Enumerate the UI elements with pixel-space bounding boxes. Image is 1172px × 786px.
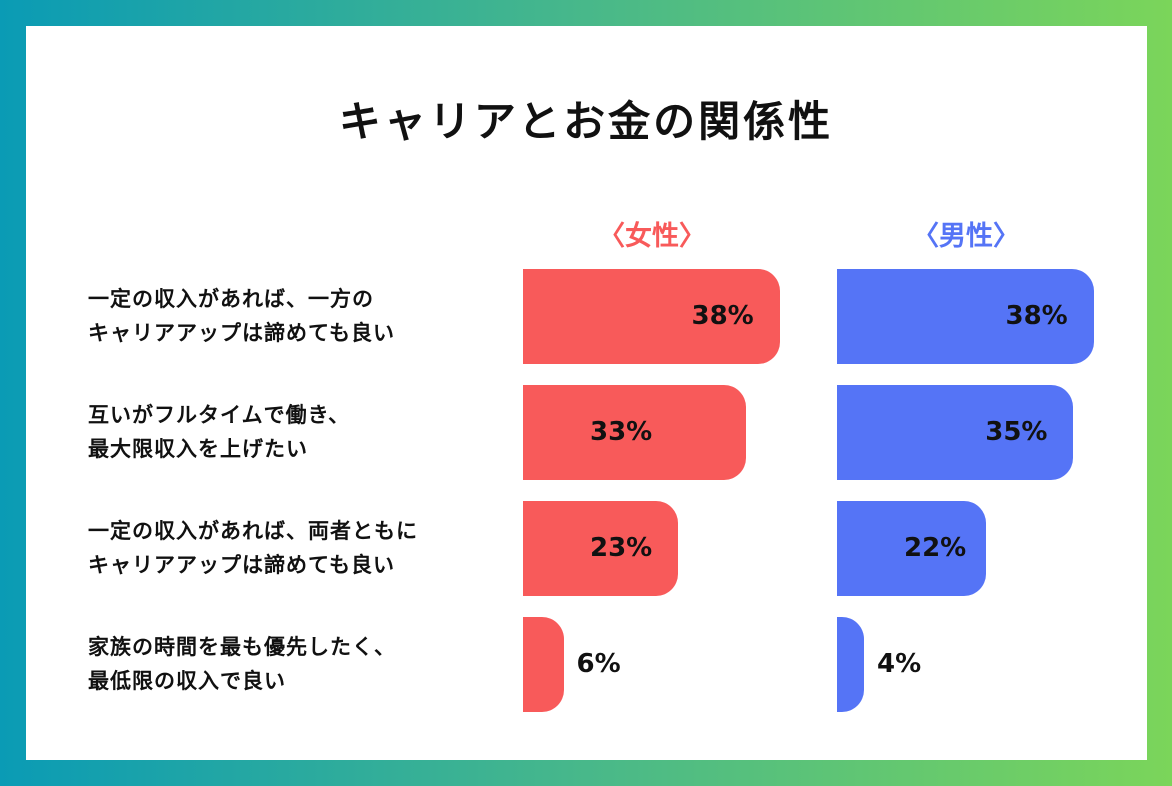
value-label: 35% — [985, 417, 1048, 447]
bar — [837, 269, 1094, 364]
bar — [523, 501, 679, 596]
bar — [837, 501, 986, 596]
value-label: 23% — [590, 533, 653, 563]
value-label: 33% — [590, 417, 653, 447]
value-label: 6% — [576, 649, 621, 679]
value-label: 22% — [904, 533, 967, 563]
chart-title: キャリアとお金の関係性 — [338, 97, 834, 146]
bar — [523, 385, 746, 480]
value-label: 38% — [1005, 301, 1068, 331]
legend-header: 〈女性〉 — [598, 221, 706, 252]
bar — [837, 617, 864, 712]
category-label: 一定の収入があれば、両者ともに キャリアアップは諦めても良い — [88, 519, 418, 577]
category-label: 互いがフルタイムで働き、 最大限収入を上げたい — [88, 403, 351, 461]
value-label: 4% — [877, 649, 922, 679]
bar — [523, 617, 564, 712]
bar — [523, 269, 780, 364]
category-label: 一定の収入があれば、一方の キャリアアップは諦めても良い — [88, 287, 395, 345]
category-label: 家族の時間を最も優先したく、 最低限の収入で良い — [88, 635, 396, 693]
value-label: 38% — [691, 301, 754, 331]
bar — [837, 385, 1074, 480]
legend-header: 〈男性〉 — [912, 221, 1020, 252]
